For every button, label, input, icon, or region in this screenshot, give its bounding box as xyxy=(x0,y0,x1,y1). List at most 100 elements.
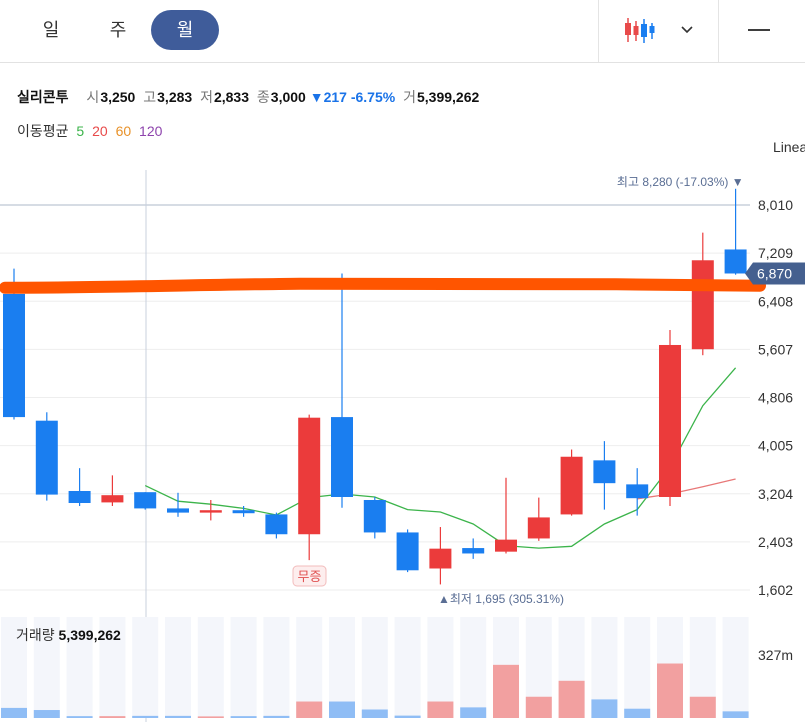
volume-bar xyxy=(624,708,651,718)
ma-60-label: 60 xyxy=(115,123,132,139)
volume-slot xyxy=(329,617,355,718)
volume-bar xyxy=(230,716,257,718)
volume-slot xyxy=(230,617,257,718)
volume-slot xyxy=(296,617,323,718)
volume-slot xyxy=(197,617,224,718)
volume-bar xyxy=(1,707,27,718)
low-value: 2,833 xyxy=(213,89,250,105)
volume-bar xyxy=(460,707,487,718)
volume-bar xyxy=(66,716,93,718)
tab-week[interactable]: 주 xyxy=(109,20,127,40)
volume-bar xyxy=(427,701,454,718)
chart-type-button[interactable] xyxy=(615,10,665,50)
chevron-down-icon xyxy=(681,26,693,33)
ma-legend-title: 이동평균 xyxy=(17,123,69,139)
candle-body xyxy=(659,344,681,497)
candle-body xyxy=(232,510,255,514)
price-tick-label: 8,010 xyxy=(758,197,793,213)
top-toolbar: 일 주 월 xyxy=(0,0,805,63)
close-label: 종 xyxy=(256,89,270,105)
stock-name: 실리콘투 xyxy=(17,89,69,105)
volume-bar xyxy=(722,711,749,718)
candle-body xyxy=(199,510,222,513)
volume-bar xyxy=(99,716,126,718)
volume-bar xyxy=(33,710,60,718)
ma5-line xyxy=(144,367,737,549)
volume-slot xyxy=(722,617,749,718)
candle-body xyxy=(134,492,157,509)
volume-bar xyxy=(329,701,355,718)
candle-body xyxy=(396,532,419,571)
candle-body xyxy=(167,508,189,513)
volume-bar xyxy=(657,663,683,718)
candle-body xyxy=(691,260,714,350)
volume-slot xyxy=(1,617,27,718)
candle-body xyxy=(724,249,747,274)
candlestick-icon xyxy=(625,17,655,43)
price-tick-label: 4,806 xyxy=(758,390,793,406)
candle-body xyxy=(560,456,583,515)
price-tick-label: 3,204 xyxy=(758,486,793,502)
price-tick-label: 7,209 xyxy=(758,245,793,261)
minus-icon xyxy=(748,28,770,31)
change-value: ▼217 xyxy=(309,89,347,105)
volume-title-text: 거래량 xyxy=(16,627,55,643)
candle-body xyxy=(3,293,25,418)
tab-day[interactable]: 일 xyxy=(42,20,60,40)
volume-title: 거래량 5,399,262 xyxy=(16,625,121,645)
price-tick-label: 5,607 xyxy=(758,341,793,357)
volume-bar xyxy=(165,715,191,718)
ma-5-label: 5 xyxy=(76,123,85,139)
volume-slot xyxy=(460,617,487,718)
volume-slot xyxy=(427,617,454,718)
volume-slot xyxy=(165,617,191,718)
volume-bar xyxy=(525,696,552,718)
tab-month[interactable]: 월 xyxy=(151,10,219,50)
volume-slot xyxy=(394,617,421,718)
candle-body xyxy=(626,484,649,499)
event-badge-label: 무증 xyxy=(298,569,322,584)
volume-label: 거 xyxy=(403,89,416,105)
volume-slot xyxy=(33,617,60,718)
ma-20-label: 20 xyxy=(92,123,108,139)
volume-slot xyxy=(66,617,93,718)
toolbar-divider xyxy=(598,0,599,62)
open-label: 시 xyxy=(86,89,100,105)
toolbar-divider-2 xyxy=(718,0,719,62)
volume-bar xyxy=(197,716,224,718)
open-value: 3,250 xyxy=(100,89,136,105)
candle-body xyxy=(265,514,288,535)
candle-body xyxy=(462,548,485,554)
volume-axis-label: 327m xyxy=(758,647,793,663)
volume-bar xyxy=(591,699,618,718)
price-tick-label: 6,408 xyxy=(758,293,793,309)
scale-mode-label[interactable]: Linea xyxy=(773,139,805,155)
volume-bar xyxy=(689,696,716,718)
candle-body xyxy=(68,490,91,504)
chart-type-dropdown[interactable] xyxy=(673,10,701,50)
volume-value: 5,399,262 xyxy=(416,89,480,105)
candle-body xyxy=(429,548,452,569)
volume-title-value: 5,399,262 xyxy=(58,627,121,643)
high-label: 고 xyxy=(143,89,157,105)
menu-button[interactable] xyxy=(738,10,780,50)
volume-bar xyxy=(361,709,388,718)
max-annotation: 최고 8,280 (-17.03%) ▼ xyxy=(617,175,744,189)
price-tick-label: 2,403 xyxy=(758,534,793,550)
candle-body xyxy=(298,417,321,535)
price-tick-label: 1,602 xyxy=(758,582,793,598)
volume-slot xyxy=(624,617,651,718)
min-annotation: ▲최저 1,695 (305.31%) xyxy=(438,592,564,606)
volume-bar xyxy=(558,680,585,718)
close-value: 3,000 xyxy=(270,89,306,105)
ma20-line xyxy=(637,478,736,500)
volume-slot xyxy=(263,617,290,718)
volume-bar xyxy=(263,715,290,718)
ma-120-label: 120 xyxy=(139,123,163,139)
highlight-band xyxy=(0,277,766,294)
candle-body xyxy=(593,460,616,484)
volume-slot xyxy=(361,617,388,718)
moving-average-legend[interactable]: 이동평균 5 20 60 120 xyxy=(17,121,166,141)
volume-bar xyxy=(394,715,421,718)
